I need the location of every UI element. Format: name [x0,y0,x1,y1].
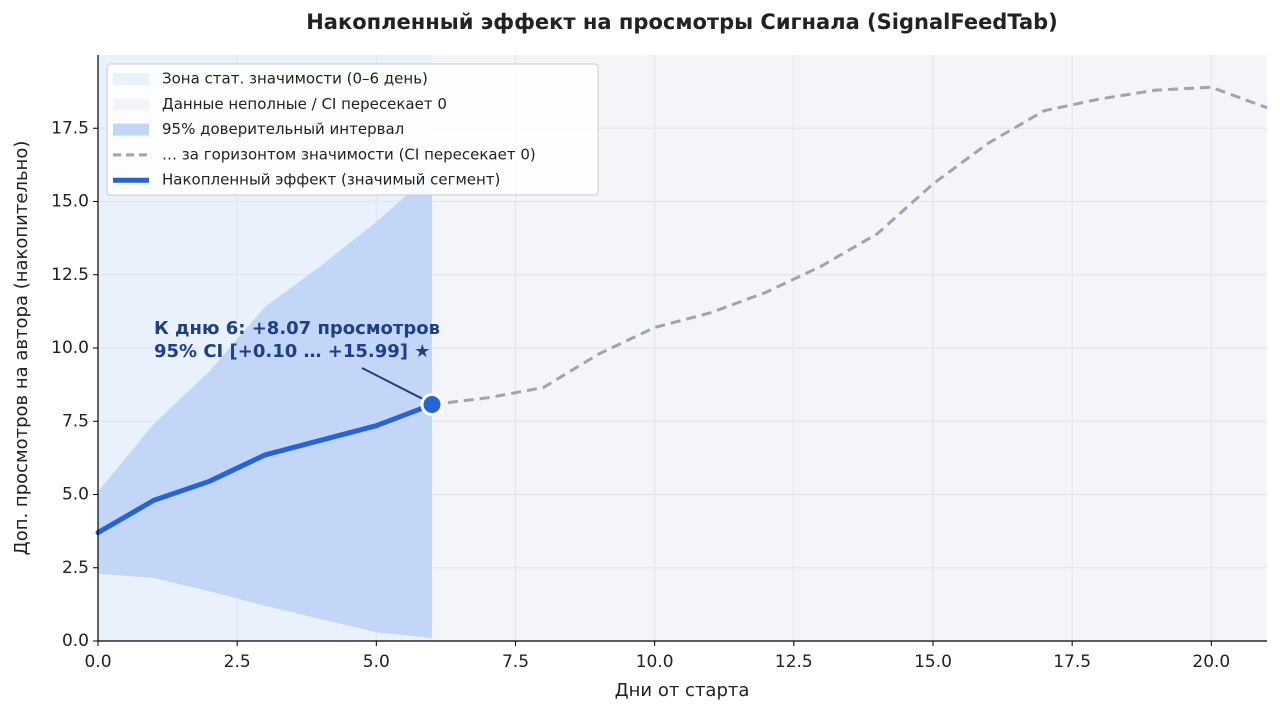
legend-label: … за горизонтом значимости (CI пересекае… [162,145,536,163]
x-tick-label: 15.0 [914,652,952,672]
highlight-point [420,393,444,417]
annotation-arrow [361,367,423,400]
dashed-line [431,85,1268,407]
x-tick-label: 17.5 [1053,652,1091,672]
y-tick-label: 12.5 [51,265,89,285]
x-tick-label: 10.0 [636,652,674,672]
y-tick-label: 17.5 [51,118,89,138]
y-tick-label: 7.5 [62,411,89,431]
legend-label: Данные неполные / CI пересекает 0 [162,95,447,113]
legend-swatch [113,73,149,85]
y-tick-label: 2.5 [62,558,89,578]
x-tick-label: 2.5 [224,652,251,672]
legend-box [106,63,599,196]
x-tick-label: 20.0 [1192,652,1230,672]
legend-swatch [113,98,149,111]
y-tick-label: 15.0 [51,192,89,212]
confidence-band [98,172,432,639]
legend-swatch [113,123,149,136]
y-tick-label: 5.0 [62,485,89,505]
legend-label: Накопленный эффект (значимый сегмент) [162,171,500,189]
annotation-text: 95% CI [+0.10 … +15.99] ★ [154,341,430,362]
x-axis-label: Дни от старта [615,680,750,701]
legend-label: 95% доверительный интервал [162,120,404,138]
y-tick-label: 10.0 [51,338,89,358]
line [95,402,435,536]
x-tick-label: 0.0 [84,652,111,672]
y-tick-label: 0.0 [62,631,89,651]
x-tick-label: 5.0 [363,652,390,672]
chart-title: Накопленный эффект на просмотры Сигнала … [306,10,1058,34]
legend-label: Зона стат. значимости (0–6 день) [162,70,428,88]
x-tick-label: 7.5 [502,652,529,672]
annotation-text: К дню 6: +8.07 просмотров [154,318,440,339]
y-axis-label: Доп. просмотров на автора (накопительно) [11,141,32,556]
x-tick-label: 12.5 [775,652,813,672]
